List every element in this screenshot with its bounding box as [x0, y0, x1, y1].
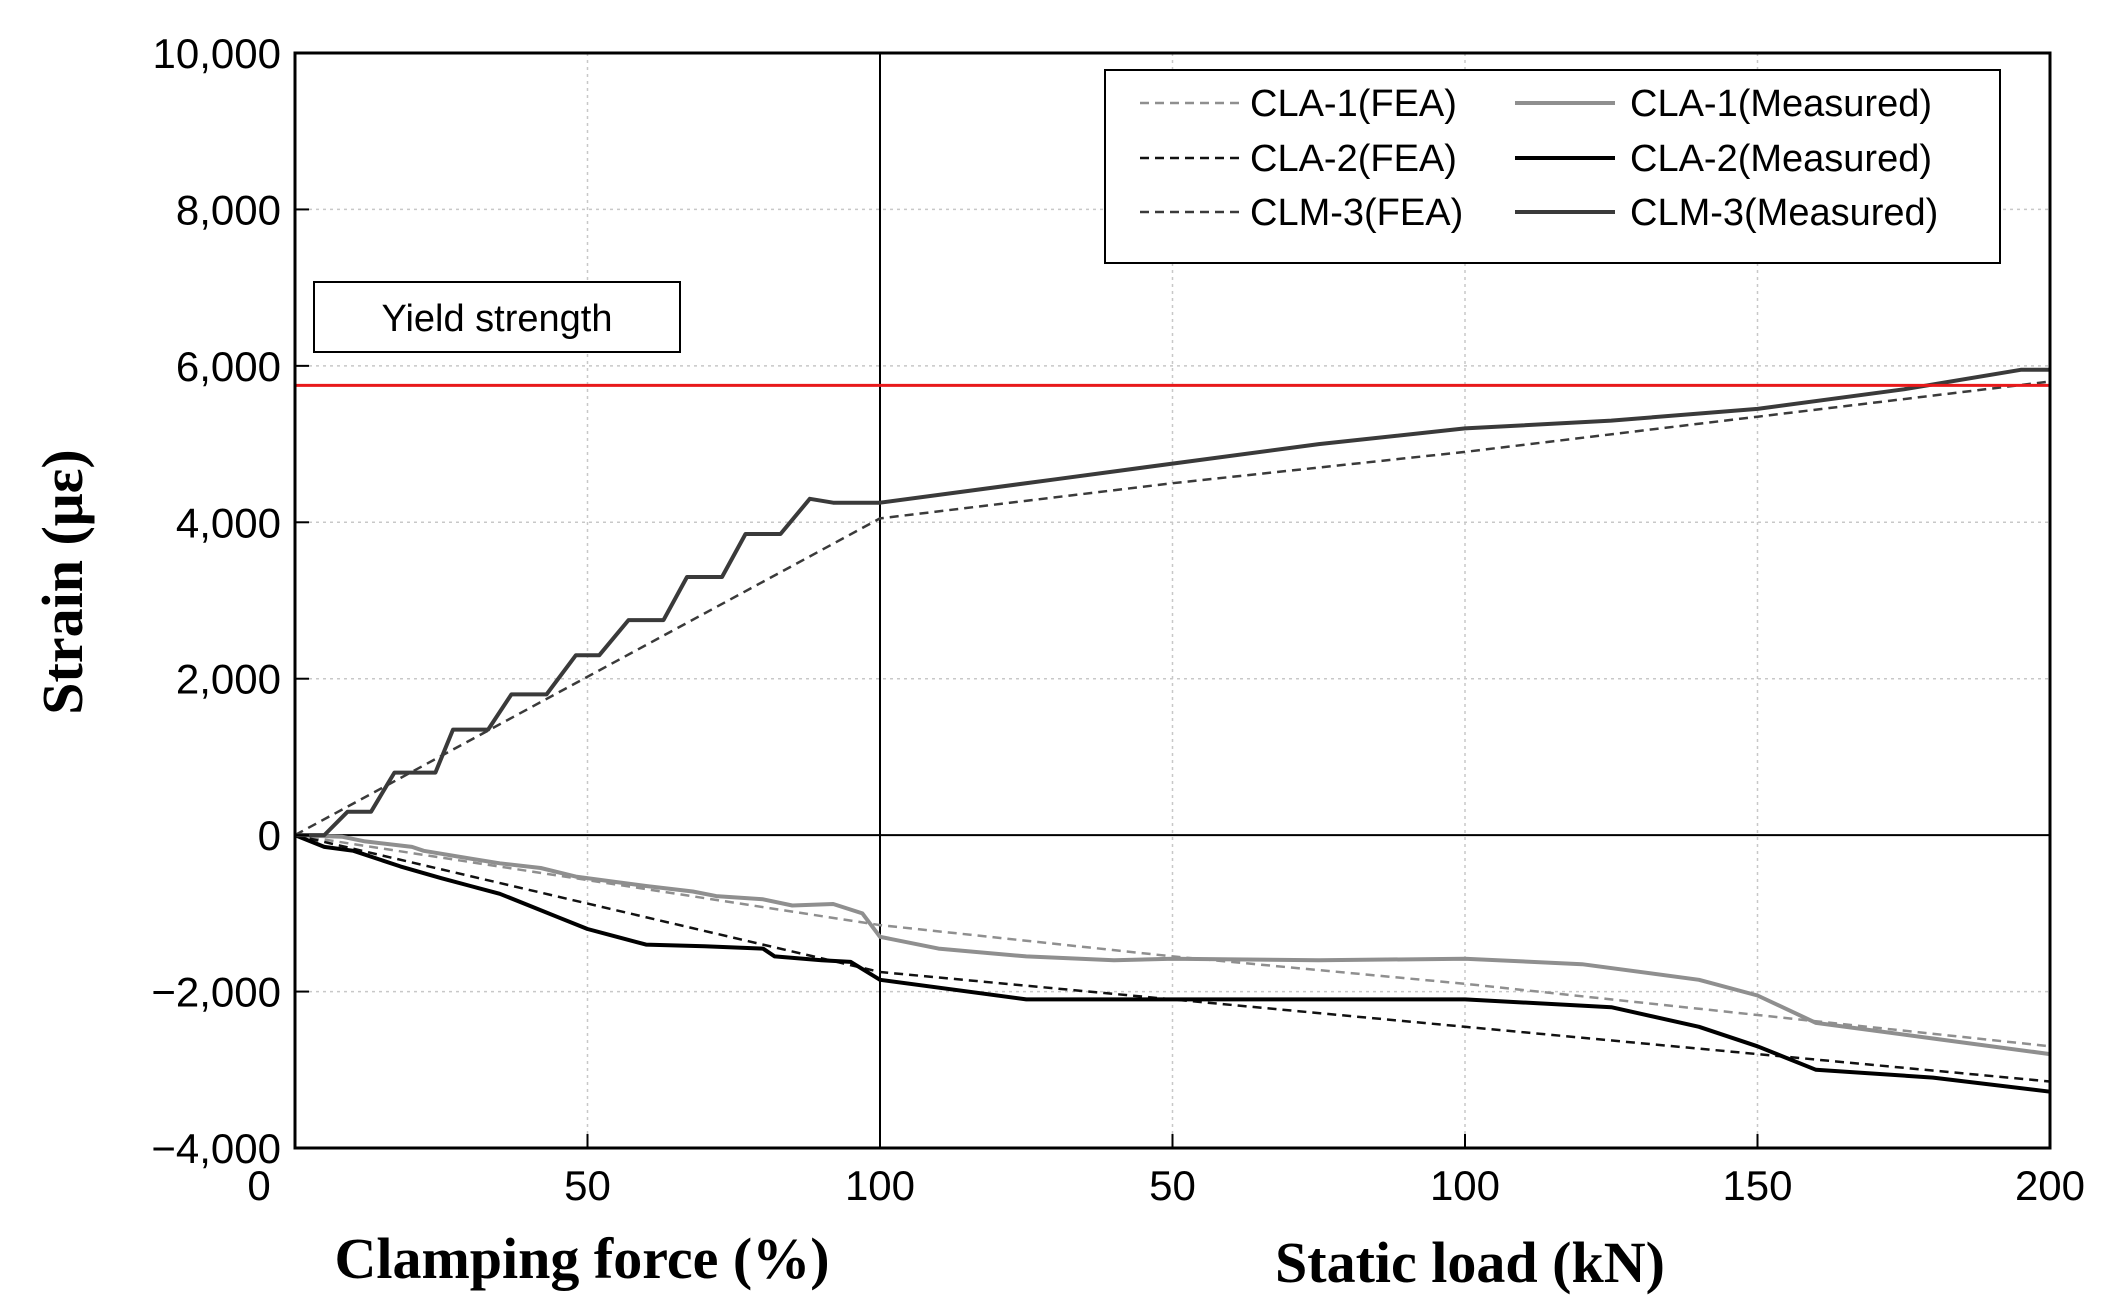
series-clm-3-fea — [294, 380, 2051, 837]
y-tick-label: 0 — [258, 812, 281, 859]
yield-strength-frame — [313, 281, 681, 353]
x-tick-label: 0 — [247, 1162, 270, 1209]
legend-label: CLM-3(FEA) — [1250, 192, 1463, 234]
legend: CLA-1(FEA) CLA-1(Measured) CLA-2(FEA) CLA-2… — [1104, 69, 2001, 264]
y-tick-label: 4,000 — [176, 499, 281, 546]
y-tick-label: 8,000 — [176, 186, 281, 233]
x-tick-label: 150 — [1722, 1162, 1792, 1209]
yield-strength-label: Yield strength — [382, 298, 613, 340]
x-tick-label: 100 — [845, 1162, 915, 1209]
series-lines — [294, 367, 2051, 1094]
series-cla-1-measured — [294, 833, 2051, 1057]
x-tick-label: 50 — [564, 1162, 611, 1209]
x-tick-label: 200 — [2015, 1162, 2085, 1209]
x-axis-title-clamping: Clamping force (%) — [334, 1226, 829, 1291]
series-cla-2-fea — [294, 833, 2051, 1083]
legend-label: CLM-3(Measured) — [1630, 192, 1938, 234]
series-clm-3-measured — [295, 367, 2050, 838]
y-tick-label: 2,000 — [176, 656, 281, 703]
x-tick-label: 100 — [1430, 1162, 1500, 1209]
x-tick-label: 50 — [1149, 1162, 1196, 1209]
legend-label: CLA-2(Measured) — [1630, 138, 1932, 180]
yield-strength-box: Yield strength — [313, 281, 681, 353]
legend-label: CLA-1(FEA) — [1250, 83, 1457, 125]
x-axis-title-static: Static load (kN) — [1275, 1230, 1665, 1295]
y-tick-label: −2,000 — [151, 969, 281, 1016]
y-axis-title: Strain (με) — [30, 449, 95, 714]
legend-label: CLA-2(FEA) — [1250, 138, 1457, 180]
legend-label: CLA-1(Measured) — [1630, 83, 1932, 125]
y-tick-label: −4,000 — [151, 1125, 281, 1172]
y-tick-label: 6,000 — [176, 343, 281, 390]
series-cla-2-measured — [294, 833, 2051, 1094]
y-axis-ticks: −4,000 −2,000 0 2,000 4,000 6,000 8,000 10,000 — [151, 30, 309, 1172]
x-axis-ticks: 0 50 100 50 100 150 200 — [247, 1134, 2085, 1209]
y-tick-label: 10,000 — [153, 30, 281, 77]
